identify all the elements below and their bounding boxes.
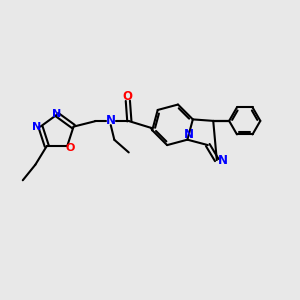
Text: O: O <box>123 90 133 103</box>
Text: N: N <box>52 109 61 119</box>
Text: N: N <box>218 154 227 167</box>
Text: N: N <box>106 113 116 127</box>
Text: N: N <box>32 122 41 132</box>
Text: O: O <box>65 142 75 153</box>
Text: N: N <box>184 128 194 141</box>
